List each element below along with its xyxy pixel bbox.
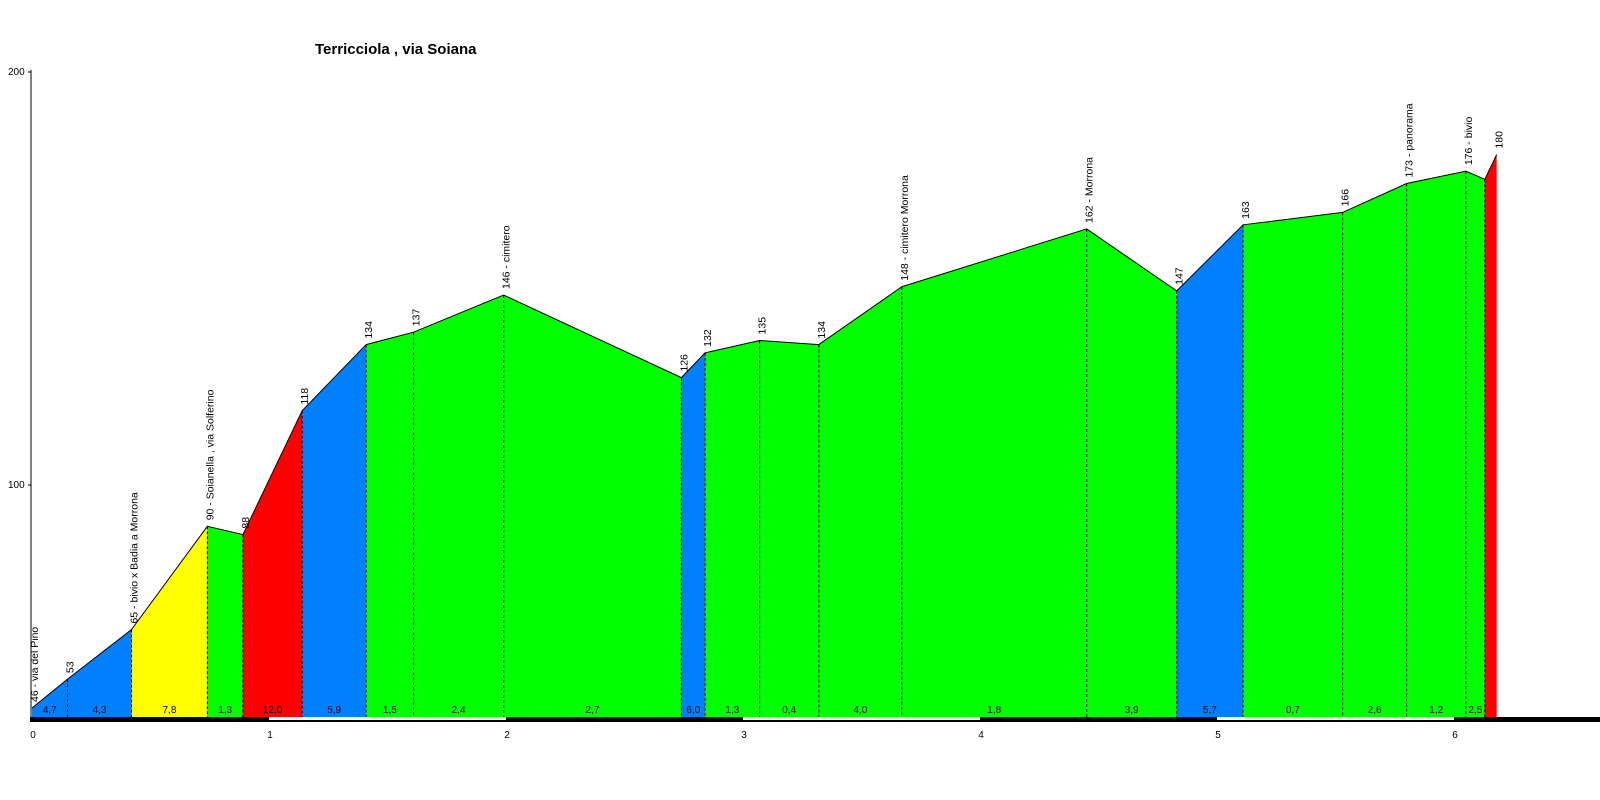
grade-label: 7,8 (163, 705, 177, 716)
grade-label: 2,7 (586, 705, 600, 716)
grade-label: 4,3 (93, 705, 107, 716)
point-label: 134 (363, 321, 375, 339)
grade-label: 1,8 (987, 705, 1001, 716)
point-label: 163 (1240, 201, 1252, 219)
distance-bar-km (1217, 717, 1454, 720)
x-tick-label: 3 (741, 730, 747, 741)
x-tick-labels: 0 1 2 3 4 5 6 (30, 730, 1458, 741)
profile-segment (503, 295, 682, 717)
profile-segment (1176, 224, 1244, 717)
grade-label: 2,4 (452, 705, 466, 716)
grade-label: 3,9 (1125, 705, 1139, 716)
point-label: 146 - cimitero (501, 225, 513, 289)
point-label: 53 (65, 661, 77, 673)
profile-areas (32, 154, 1497, 718)
segment-dividers (67, 171, 1486, 717)
distance-bar-km (743, 717, 980, 720)
grade-label: 1,5 (383, 705, 397, 716)
profile-segment (1484, 154, 1497, 718)
distance-bar (30, 717, 1600, 722)
profile-segment (1406, 171, 1466, 717)
profile-segment (1243, 212, 1343, 718)
grade-label: 1,3 (725, 705, 739, 716)
point-label: 148 - cimitero Morrona (899, 175, 911, 281)
profile-segment (1465, 171, 1485, 717)
grade-label: 6,0 (686, 705, 700, 716)
point-label: 176 - bivio (1463, 117, 1475, 166)
profile-segment (366, 332, 414, 717)
x-tick-label: 2 (504, 730, 510, 741)
point-label: 65 - bivio x Badia a Morrona (129, 492, 141, 623)
profile-segment (32, 679, 68, 717)
grade-label: 2,6 (1368, 705, 1382, 716)
profile-segment (1342, 183, 1407, 717)
point-label: 162 - Morrona (1084, 157, 1096, 223)
profile-segment (207, 526, 243, 717)
profile-segment (1086, 228, 1177, 717)
profile-segment (131, 526, 208, 717)
profile-segment (413, 295, 504, 717)
profile-segment (901, 228, 1087, 717)
grade-label: 0,7 (1286, 705, 1300, 716)
axes (28, 70, 32, 718)
point-labels: 46 - via del Pino 53 65 - bivio x Badia a … (29, 103, 1506, 702)
profile-outline (31, 154, 1498, 709)
x-tick-label: 6 (1452, 730, 1458, 741)
grade-label: 12,0 (263, 705, 283, 716)
profile-segment (705, 340, 760, 717)
x-tick-label: 1 (267, 730, 273, 741)
profile-segment (67, 629, 132, 717)
profile-segment (818, 286, 902, 717)
y-tick-labels: 100 200 (8, 67, 25, 491)
point-label: 166 (1340, 189, 1352, 207)
profile-segment (681, 352, 706, 717)
x-tick-label: 4 (978, 730, 984, 741)
grade-label: 5,7 (1203, 705, 1217, 716)
point-label: 126 (678, 354, 690, 372)
point-label: 134 (816, 321, 828, 339)
grade-label: 0,4 (782, 705, 796, 716)
point-label: 173 - panorama (1404, 103, 1416, 177)
profile-segment (242, 410, 303, 717)
distance-bar-km (269, 717, 506, 720)
point-label: 132 (702, 329, 714, 347)
profile-segment (759, 340, 819, 717)
point-label: 46 - via del Pino (29, 627, 41, 702)
grade-label: 2,5 (1468, 705, 1482, 716)
y-tick-label: 200 (8, 67, 25, 78)
grade-label: 1,3 (218, 705, 232, 716)
point-label: 90 - Soianella , via Solferino (204, 389, 216, 520)
x-tick-label: 0 (30, 730, 36, 741)
grade-labels: 4,7 4,3 7,8 1,3 12,0 5,9 1,5 2,4 2,7 6,0 1,3 0,4 4,0… (43, 705, 1483, 716)
point-label: 135 (757, 317, 769, 335)
grade-label: 4,7 (43, 705, 57, 716)
grade-label: 4,0 (853, 705, 867, 716)
chart-title: Terricciola , via Soiana (315, 41, 477, 58)
grade-label: 1,2 (1429, 705, 1443, 716)
y-tick-label: 100 (8, 480, 25, 491)
point-label: 137 (411, 309, 423, 327)
point-label: 118 (299, 388, 311, 405)
point-label: 147 (1174, 267, 1186, 285)
point-label: 180 (1494, 131, 1506, 149)
grade-label: 5,9 (327, 705, 341, 716)
point-label: 88 (240, 517, 252, 529)
x-tick-label: 5 (1215, 730, 1221, 741)
profile-segment (302, 344, 367, 717)
